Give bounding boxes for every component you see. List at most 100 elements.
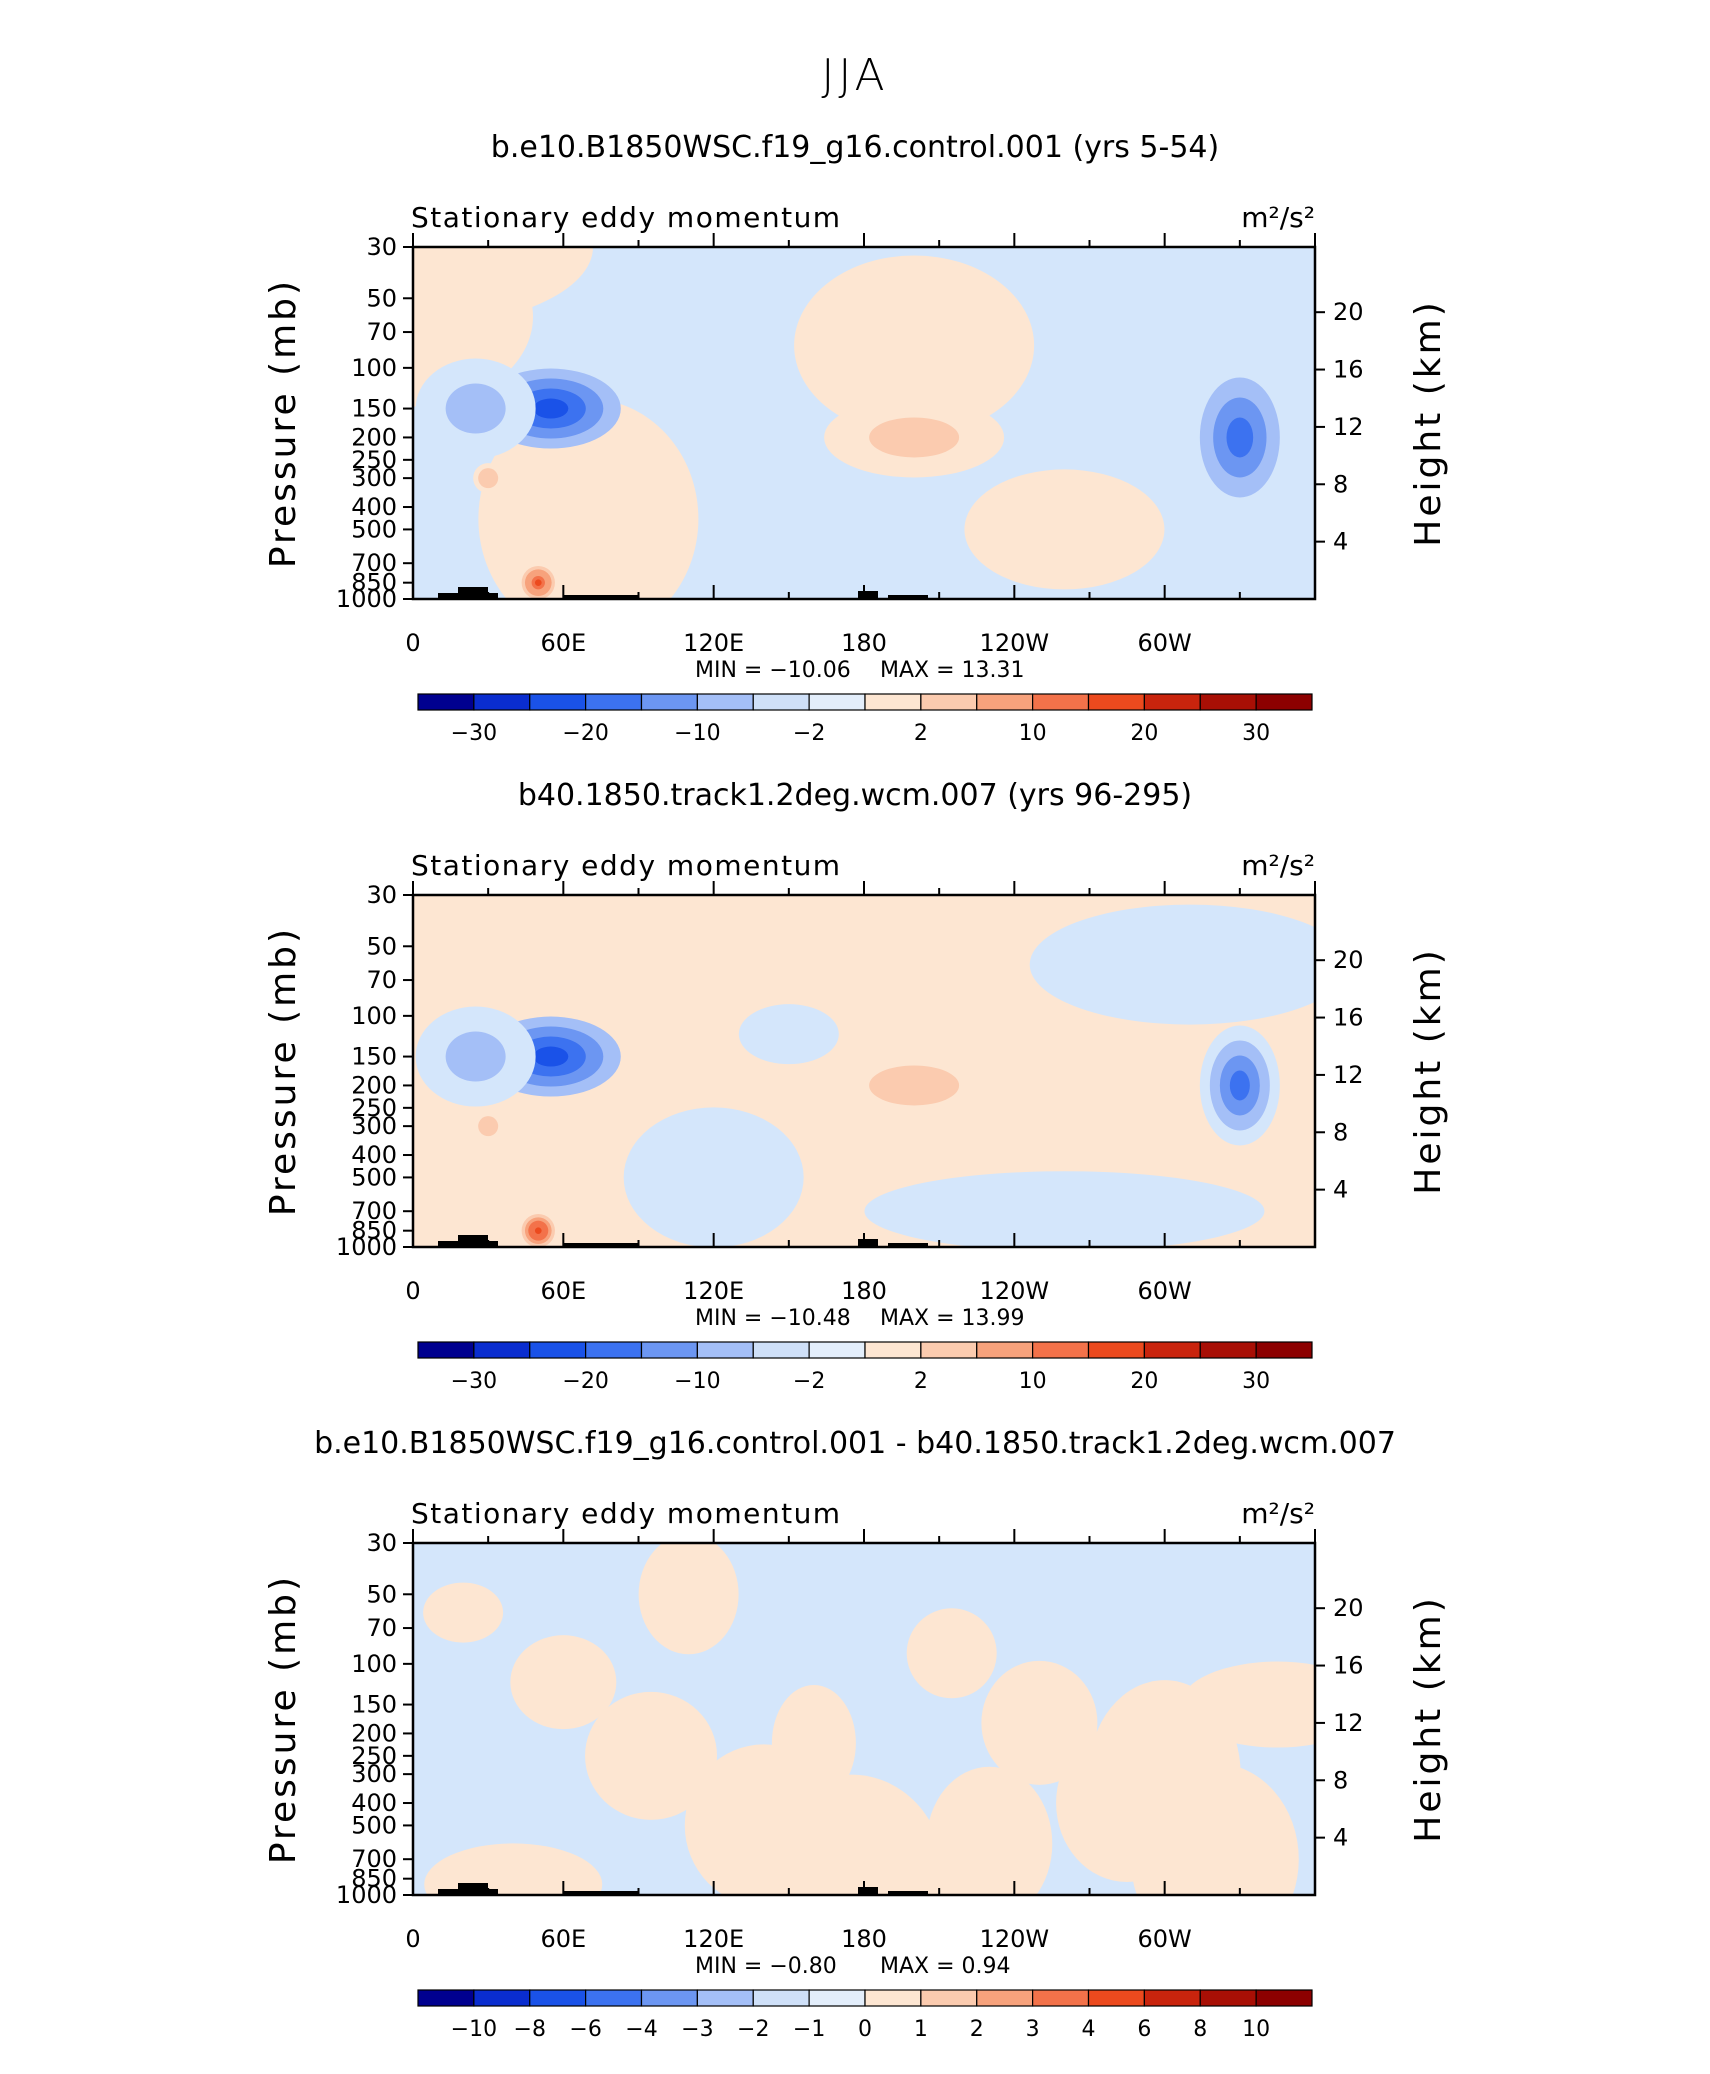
chart-panel-2: b40.1850.track1.2deg.wcm.007 (yrs 96-295… [263,778,1449,1394]
colorbar-box [585,1341,643,1359]
x-tick-label: 120E [683,1277,744,1305]
colorbar-box [1143,1341,1201,1359]
colorbar-box [585,1989,643,2007]
x-tick-label: 0 [405,1925,420,1953]
x-tick-label: 180 [841,629,887,657]
colorbar-box [1143,1989,1201,2007]
field-patch [759,1774,944,1895]
colorbar-box [417,1989,475,2007]
y-tick-label: 70 [366,1614,397,1642]
contour-feature [413,247,593,327]
colorbar-box [864,693,922,711]
topography [888,1891,928,1895]
y-tick-label: 850 [351,1865,397,1893]
y-tick-label: 250 [351,1094,397,1122]
contour-feature [483,473,494,484]
x-tick-label: 180 [841,1277,887,1305]
y2-tick-label: 4 [1333,528,1348,556]
topography [858,1239,878,1247]
contour-feature [869,1065,960,1106]
topography [858,591,878,599]
colorbar-box [808,693,866,711]
colorbar-box [1032,693,1090,711]
x-tick-label: 120W [980,1277,1050,1305]
x-tick-label: 120E [683,1925,744,1953]
contour-feature [869,417,960,458]
y-tick-label: 700 [351,549,397,577]
colorbar-label: −2 [793,1369,825,1394]
field-patch [964,469,1165,590]
topography [598,1243,638,1247]
topography [458,587,488,599]
x-tick-label: 180 [841,1925,887,1953]
y2-tick-label: 20 [1333,298,1364,326]
colorbar-box [473,1341,531,1359]
chart-panel-3: b.e10.B1850WSC.f19_g16.control.001 - b40… [263,1426,1449,2042]
colorbar-box [752,1341,810,1359]
y-tick-label: 50 [366,932,397,960]
colorbar-label: 10 [1019,721,1047,746]
colorbar-box [864,1989,922,2007]
colorbar-label: 2 [970,2017,984,2042]
colorbar-label: −10 [451,2017,497,2042]
colorbar-box [1087,1989,1145,2007]
y2-tick-label: 4 [1333,1176,1348,1204]
colorbar-label: −20 [562,721,608,746]
y-tick-label: 30 [366,233,397,261]
x-tick-label: 120W [980,629,1050,657]
colorbar-box [752,1989,810,2007]
colorbar-box [473,1989,531,2007]
colorbar-box [417,693,475,711]
y-tick-label: 200 [351,423,397,451]
y2-tick-label: 8 [1333,470,1348,498]
colorbar-box [920,1341,978,1359]
contour-feature [445,383,506,434]
contour-feature [534,579,542,587]
field-patch [864,1171,1265,1247]
min-text: MIN = −10.06 [695,658,851,683]
colorbar-label: −2 [737,2017,769,2042]
field-patch [423,1582,504,1643]
y2-tick-label: 16 [1333,1652,1364,1680]
y-tick-label: 500 [351,515,397,543]
field-patch [981,1660,1098,1785]
colorbar-box [473,693,531,711]
colorbar-box [640,1341,698,1359]
colorbar: −30 −20 −10 −2 2 10 20 30 [417,1341,1313,1394]
max-text: MAX = 0.94 [880,1954,1011,1979]
y-tick-label: 250 [351,446,397,474]
colorbar-label: −30 [451,721,497,746]
colorbar-box [1143,693,1201,711]
min-text: MIN = −0.80 [695,1954,837,1979]
colorbar-label: 4 [1082,2017,1096,2042]
colorbar-box [529,1989,587,2007]
y2-tick-label: 8 [1333,1766,1348,1794]
y-tick-label: 100 [351,1650,397,1678]
colorbar: −10 −8 −6 −4 −3 −2 −1 0 1 2 3 4 6 8 10 [417,1989,1313,2042]
topography [888,595,928,599]
colorbar-box [752,693,810,711]
y2-tick-label: 8 [1333,1118,1348,1146]
y-tick-label: 1000 [336,1233,397,1261]
y-tick-label: 50 [366,284,397,312]
field-patch [1088,1680,1241,1869]
field-patch [478,398,699,599]
colorbar-box [976,1341,1034,1359]
y-tick-label: 700 [351,1197,397,1225]
y2-axis-label: Height (km) [1408,947,1449,1194]
y2-axis-label: Height (km) [1408,1595,1449,1842]
field-patch [424,1843,603,1895]
left-string: Stationary eddy momentum [411,1497,842,1530]
contour-field [413,247,1315,599]
units-label: m²/s² [1241,1497,1315,1530]
topography [858,1887,878,1895]
y-tick-label: 200 [351,1071,397,1099]
colorbar-label: −8 [514,2017,546,2042]
y-tick-label: 400 [351,493,397,521]
y-tick-label: 150 [351,395,397,423]
x-tick-label: 60W [1138,629,1192,657]
field-patch [623,1107,804,1247]
colorbar-label: −3 [681,2017,713,2042]
colorbar-label: −1 [793,2017,825,2042]
y-tick-label: 850 [351,1217,397,1245]
